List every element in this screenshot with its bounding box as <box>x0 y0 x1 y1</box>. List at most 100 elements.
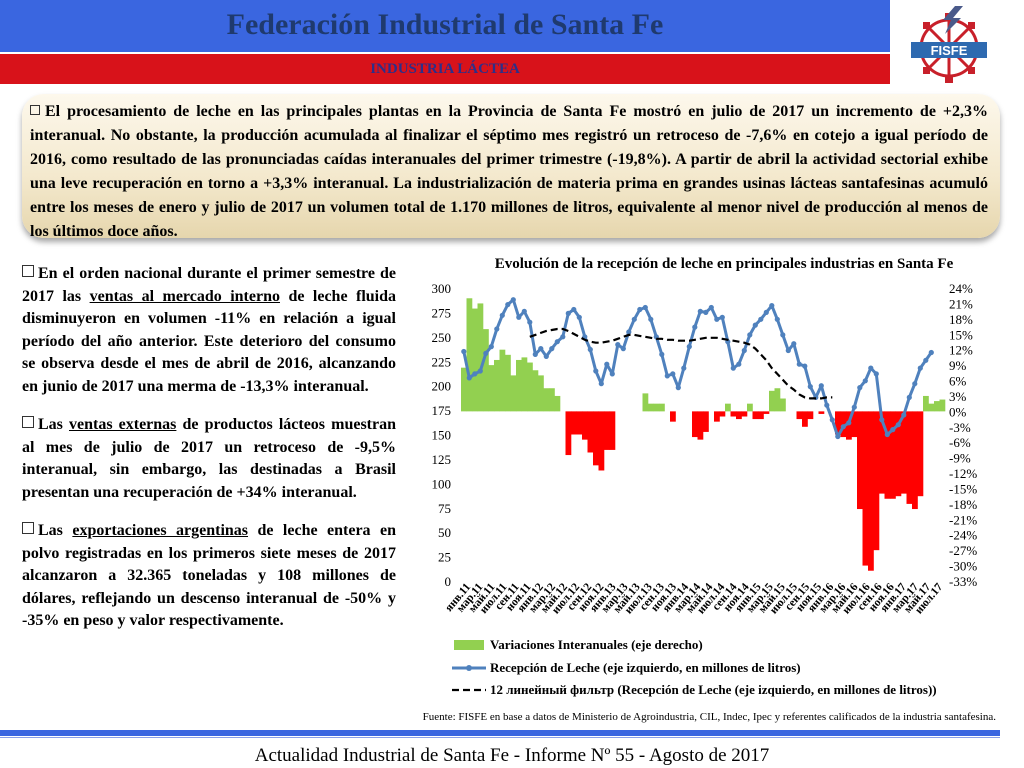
point-recepcion-26 <box>604 361 610 367</box>
y-right-tick-label: 6% <box>949 374 967 389</box>
point-recepcion-14 <box>538 346 544 352</box>
point-recepcion-20 <box>571 306 577 313</box>
bar-33 <box>642 393 649 412</box>
bar-26 <box>604 411 610 450</box>
point-recepcion-77 <box>884 431 890 438</box>
y-right-tick-label: -30% <box>949 559 977 574</box>
paragraph-external-sales: Las ventas externas de productos lácteos… <box>22 416 397 501</box>
bar-85 <box>928 403 935 412</box>
y-right-tick-label: -24% <box>949 528 977 543</box>
logo-text: FISFE <box>931 43 968 58</box>
bar-15 <box>543 388 550 412</box>
footer-text: Actualidad Industrial de Santa Fe - Info… <box>254 745 770 766</box>
bar-10 <box>516 359 522 412</box>
bar-76 <box>879 411 885 494</box>
point-recepcion-76 <box>879 417 885 423</box>
y-right-tick-label: 9% <box>949 358 967 373</box>
bar-9 <box>510 375 517 412</box>
bar-12 <box>527 362 533 412</box>
bar-7 <box>499 349 506 412</box>
bar-52 <box>747 403 753 412</box>
bar-6 <box>494 359 500 412</box>
bar-8 <box>505 354 511 412</box>
point-recepcion-24 <box>593 368 599 374</box>
point-recepcion-1 <box>466 375 472 381</box>
point-recepcion-65 <box>818 383 824 389</box>
point-recepcion-10 <box>516 314 522 320</box>
point-recepcion-73 <box>862 378 868 384</box>
point-recepcion-55 <box>763 309 769 315</box>
bar-36 <box>659 403 665 412</box>
point-recepcion-25 <box>598 381 604 387</box>
source-note: Fuente: FISFE en base a datos de Ministe… <box>422 711 996 723</box>
y-right-tick-label: 18% <box>949 312 973 327</box>
bar-50 <box>736 411 742 420</box>
bar-80 <box>901 411 907 494</box>
bar-13 <box>532 370 539 412</box>
bar-17 <box>554 395 561 412</box>
bar-4 <box>483 329 489 412</box>
point-recepcion-0 <box>461 348 467 355</box>
point-recepcion-66 <box>824 402 830 408</box>
bar-22 <box>582 411 588 440</box>
point-recepcion-17 <box>554 339 560 345</box>
point-recepcion-30 <box>626 329 632 335</box>
point-recepcion-40 <box>681 365 687 371</box>
point-recepcion-11 <box>521 308 527 314</box>
point-recepcion-36 <box>659 351 665 357</box>
bar-63 <box>807 411 814 420</box>
point-recepcion-59 <box>785 347 791 354</box>
bar-72 <box>857 411 863 510</box>
point-recepcion-68 <box>835 433 841 440</box>
page-title: Federación Industrial de Santa Fe <box>226 8 664 41</box>
summary-text: El procesamiento de leche en las princip… <box>30 100 988 244</box>
y-left-tick-label: 300 <box>432 281 452 296</box>
y-right-tick-label: -9% <box>949 451 971 466</box>
point-recepcion-6 <box>494 326 500 332</box>
section-title: INDUSTRIA LÁCTEA <box>370 61 520 77</box>
point-recepcion-78 <box>890 427 896 433</box>
bar-74 <box>868 411 874 571</box>
point-recepcion-39 <box>675 385 681 391</box>
bar-25 <box>598 411 605 471</box>
point-recepcion-54 <box>758 316 764 322</box>
bar-61 <box>796 411 803 420</box>
bar-70 <box>846 411 852 440</box>
bar-38 <box>670 411 676 422</box>
legend-swatch-bars <box>454 640 484 650</box>
point-recepcion-19 <box>565 310 571 316</box>
bar-34 <box>648 403 654 412</box>
y-left-tick-label: 100 <box>432 476 452 491</box>
y-right-tick-label: 0% <box>949 404 967 419</box>
bar-47 <box>719 411 726 417</box>
y-left-tick-label: 175 <box>432 403 452 418</box>
footer-thin-bar <box>0 737 1000 738</box>
y-left-tick-label: 225 <box>432 354 452 369</box>
bar-57 <box>774 388 781 412</box>
point-recepcion-62 <box>802 363 808 369</box>
bar-3 <box>477 303 484 412</box>
bar-87 <box>939 399 946 412</box>
point-recepcion-12 <box>527 319 533 325</box>
point-recepcion-18 <box>560 334 566 340</box>
left-column: En el orden nacional durante el primer s… <box>22 263 396 649</box>
bar-14 <box>538 375 544 412</box>
bar-78 <box>890 411 896 499</box>
point-recepcion-79 <box>895 422 901 428</box>
point-recepcion-63 <box>807 384 813 390</box>
series-line-filtro <box>529 327 833 400</box>
bar-46 <box>714 411 720 422</box>
point-recepcion-32 <box>637 306 643 313</box>
bar-82 <box>912 411 918 510</box>
point-recepcion-28 <box>615 342 621 348</box>
y-right-tick-label: -33% <box>949 574 977 589</box>
point-recepcion-46 <box>714 316 720 322</box>
legend-swatch-point <box>466 665 472 671</box>
point-recepcion-13 <box>532 351 538 357</box>
y-right-tick-label: 24% <box>949 281 973 296</box>
bar-73 <box>862 411 869 566</box>
point-recepcion-23 <box>587 346 593 353</box>
point-recepcion-5 <box>488 344 494 350</box>
bar-49 <box>730 411 737 417</box>
bar-24 <box>593 411 599 466</box>
